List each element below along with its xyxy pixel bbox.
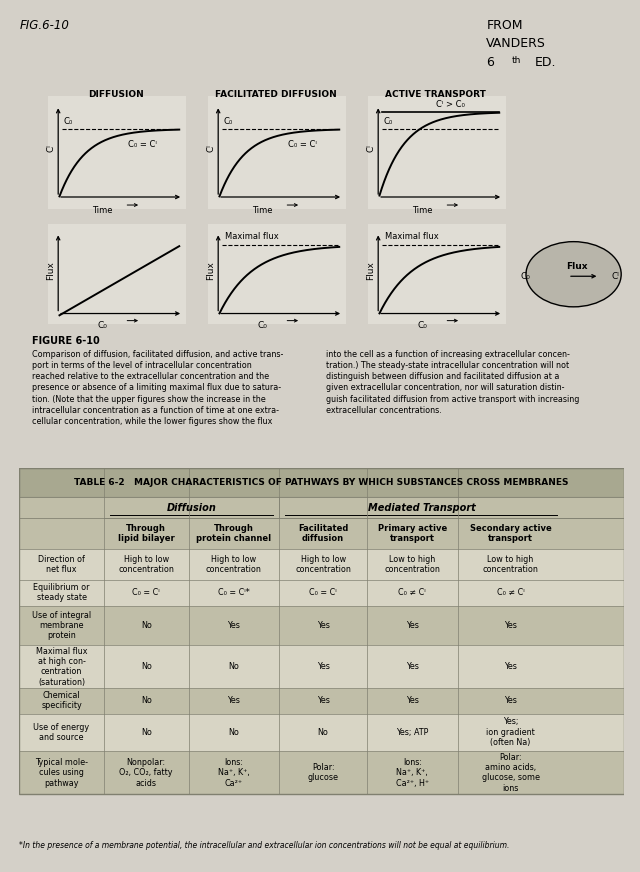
Text: No: No bbox=[141, 621, 152, 630]
Text: Cᴵ: Cᴵ bbox=[611, 272, 619, 281]
Text: TABLE 6-2   MAJOR CHARACTERISTICS OF PATHWAYS BY WHICH SUBSTANCES CROSS MEMBRANE: TABLE 6-2 MAJOR CHARACTERISTICS OF PATHW… bbox=[74, 478, 569, 487]
Text: C₀ = Cᴵ*: C₀ = Cᴵ* bbox=[218, 589, 250, 597]
Text: Yes; ATP: Yes; ATP bbox=[396, 728, 429, 737]
Text: th: th bbox=[512, 56, 522, 65]
Text: FIGURE 6-10: FIGURE 6-10 bbox=[32, 336, 100, 345]
Text: No: No bbox=[228, 662, 239, 671]
Bar bbox=[19, 645, 624, 688]
Text: C₀: C₀ bbox=[520, 272, 531, 281]
Text: VANDERS: VANDERS bbox=[486, 37, 547, 51]
Text: Ions:
Na⁺, K⁺,
Ca²⁺: Ions: Na⁺, K⁺, Ca²⁺ bbox=[218, 758, 250, 787]
Text: Low to high
concentration: Low to high concentration bbox=[385, 555, 440, 574]
Text: Secondary active
transport: Secondary active transport bbox=[470, 523, 552, 543]
Text: Cᴵ: Cᴵ bbox=[46, 144, 55, 152]
Text: Yes: Yes bbox=[406, 696, 419, 705]
Text: Yes: Yes bbox=[504, 696, 517, 705]
Text: High to low
concentration: High to low concentration bbox=[295, 555, 351, 574]
Text: Yes: Yes bbox=[227, 696, 241, 705]
Text: ACTIVE TRANSPORT: ACTIVE TRANSPORT bbox=[385, 90, 486, 99]
Text: C₀ ≠ Cᴵ: C₀ ≠ Cᴵ bbox=[399, 589, 426, 597]
Text: Through
protein channel: Through protein channel bbox=[196, 523, 271, 543]
Text: Chemical
specificity: Chemical specificity bbox=[41, 691, 82, 711]
Text: DIFFUSION: DIFFUSION bbox=[88, 90, 143, 99]
Bar bbox=[19, 548, 624, 580]
Text: Nonpolar:
O₂, CO₂, fatty
acids: Nonpolar: O₂, CO₂, fatty acids bbox=[120, 758, 173, 787]
Text: No: No bbox=[228, 728, 239, 737]
Text: C₀: C₀ bbox=[418, 321, 428, 330]
Bar bbox=[19, 518, 624, 548]
Text: Direction of
net flux: Direction of net flux bbox=[38, 555, 85, 574]
Text: FACILITATED DIFFUSION: FACILITATED DIFFUSION bbox=[214, 90, 337, 99]
Bar bbox=[19, 468, 624, 497]
Text: No: No bbox=[317, 728, 328, 737]
Bar bbox=[19, 468, 624, 794]
Text: Yes: Yes bbox=[406, 621, 419, 630]
Text: C₀ = Cᴵ: C₀ = Cᴵ bbox=[128, 140, 157, 149]
Text: Yes: Yes bbox=[504, 662, 517, 671]
Text: Cᴵ: Cᴵ bbox=[206, 144, 215, 152]
Text: High to low
concentration: High to low concentration bbox=[118, 555, 174, 574]
Text: Comparison of diffusion, facilitated diffusion, and active trans-
port in terms : Comparison of diffusion, facilitated dif… bbox=[32, 350, 284, 426]
Text: Equilibrium or
steady state: Equilibrium or steady state bbox=[33, 583, 90, 603]
Text: FROM: FROM bbox=[486, 19, 523, 32]
Text: No: No bbox=[141, 696, 152, 705]
Text: Cᴵ: Cᴵ bbox=[366, 144, 375, 152]
Text: into the cell as a function of increasing extracellular concen-
tration.) The st: into the cell as a function of increasin… bbox=[326, 350, 580, 415]
Text: Yes: Yes bbox=[406, 662, 419, 671]
Text: Yes: Yes bbox=[317, 662, 330, 671]
Text: Low to high
concentration: Low to high concentration bbox=[483, 555, 538, 574]
Text: Time: Time bbox=[413, 206, 433, 215]
Text: C₀: C₀ bbox=[98, 321, 108, 330]
Text: Time: Time bbox=[93, 206, 113, 215]
Text: Flux: Flux bbox=[566, 262, 588, 270]
Bar bbox=[19, 497, 624, 518]
Bar bbox=[19, 713, 624, 751]
Text: Use of energy
and source: Use of energy and source bbox=[33, 723, 90, 742]
Text: 6: 6 bbox=[486, 56, 494, 69]
Text: Flux: Flux bbox=[366, 261, 375, 280]
Text: Time: Time bbox=[253, 206, 273, 215]
Text: Yes: Yes bbox=[317, 621, 330, 630]
Text: Use of integral
membrane
protein: Use of integral membrane protein bbox=[32, 610, 91, 640]
Text: Mediated Transport: Mediated Transport bbox=[367, 502, 476, 513]
Text: Diffusion: Diffusion bbox=[166, 502, 216, 513]
Text: C₀: C₀ bbox=[258, 321, 268, 330]
Text: ED.: ED. bbox=[534, 56, 556, 69]
Bar bbox=[19, 580, 624, 605]
Text: C₀ = Cᴵ: C₀ = Cᴵ bbox=[309, 589, 337, 597]
Text: Facilitated
diffusion: Facilitated diffusion bbox=[298, 523, 348, 543]
Text: Maximal flux
at high con-
centration
(saturation): Maximal flux at high con- centration (sa… bbox=[36, 646, 87, 687]
Text: No: No bbox=[141, 662, 152, 671]
Text: Typical mole-
cules using
pathway: Typical mole- cules using pathway bbox=[35, 758, 88, 787]
Text: Polar:
glucose: Polar: glucose bbox=[308, 763, 339, 782]
Text: Flux: Flux bbox=[206, 261, 215, 280]
Bar bbox=[19, 751, 624, 794]
Text: C₀: C₀ bbox=[63, 117, 72, 126]
Bar bbox=[19, 605, 624, 645]
Text: C₀: C₀ bbox=[383, 117, 392, 126]
Bar bbox=[19, 688, 624, 713]
Text: Flux: Flux bbox=[46, 261, 55, 280]
Text: *In the presence of a membrane potential, the intracellular and extracellular io: *In the presence of a membrane potential… bbox=[19, 841, 509, 850]
Text: Polar:
amino acids,
glucose, some
ions: Polar: amino acids, glucose, some ions bbox=[482, 753, 540, 793]
Text: Through
lipid bilayer: Through lipid bilayer bbox=[118, 523, 175, 543]
Text: C₀ ≠ Cᴵ: C₀ ≠ Cᴵ bbox=[497, 589, 524, 597]
Text: Yes: Yes bbox=[504, 621, 517, 630]
Text: Cᴵ > C₀: Cᴵ > C₀ bbox=[436, 100, 465, 109]
Text: Ions:
Na⁺, K⁺,
Ca²⁺, H⁺: Ions: Na⁺, K⁺, Ca²⁺, H⁺ bbox=[396, 758, 429, 787]
Text: C₀ = Cᴵ: C₀ = Cᴵ bbox=[132, 589, 160, 597]
Text: C₀: C₀ bbox=[223, 117, 232, 126]
Text: Maximal flux: Maximal flux bbox=[225, 232, 278, 241]
Text: Yes: Yes bbox=[227, 621, 241, 630]
Text: FIG.6-10: FIG.6-10 bbox=[19, 19, 69, 32]
Text: Yes: Yes bbox=[317, 696, 330, 705]
Text: Maximal flux: Maximal flux bbox=[385, 232, 438, 241]
Text: Yes;
ion gradient
(often Na): Yes; ion gradient (often Na) bbox=[486, 718, 535, 747]
Text: High to low
concentration: High to low concentration bbox=[206, 555, 262, 574]
Text: No: No bbox=[141, 728, 152, 737]
Text: Primary active
transport: Primary active transport bbox=[378, 523, 447, 543]
Text: C₀ = Cᴵ: C₀ = Cᴵ bbox=[288, 140, 317, 149]
Ellipse shape bbox=[526, 242, 621, 307]
